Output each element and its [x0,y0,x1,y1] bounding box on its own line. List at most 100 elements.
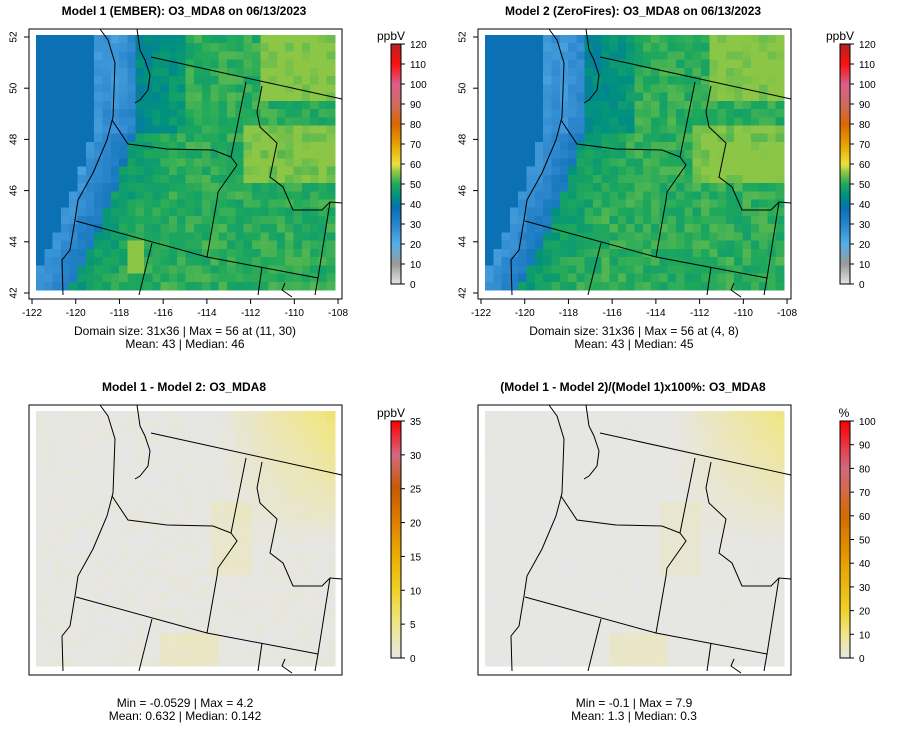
heatmap-cell [700,224,710,233]
heatmap-cell [285,452,294,461]
heatmap-cell [119,224,128,233]
heatmap-cell [667,67,677,77]
heatmap-cell [543,616,552,626]
heatmap-cell [742,616,752,626]
heatmap-cell [709,133,718,143]
heatmap-cell [609,76,619,85]
heatmap-cell [559,542,569,552]
heatmap-cell [509,468,519,478]
heatmap-cell [251,583,261,593]
heatmap-cell [210,109,220,118]
colorbar-swatch [391,200,401,203]
heatmap-cell [634,265,644,274]
heatmap-cell [518,435,527,445]
heatmap-cell [493,567,503,576]
colorbar-swatch [391,92,401,95]
heatmap-cell [152,509,161,519]
heatmap-cell [276,559,286,568]
heatmap-cell [509,476,519,486]
heatmap-cell [69,183,78,192]
heatmap-cell [235,265,245,274]
heatmap-cell [725,67,735,77]
heatmap-cell [168,591,178,601]
heatmap-cell [485,493,494,502]
heatmap-cell [551,100,561,110]
heatmap-cell [251,109,261,118]
heatmap-cell [285,240,294,250]
heatmap-cell [326,435,336,445]
heatmap-cell [692,207,702,217]
heatmap-cell [85,84,95,93]
heatmap-cell [326,76,336,85]
heatmap-cell [77,100,87,110]
heatmap-cell [285,542,294,552]
heatmap-cell [526,240,536,250]
heatmap-cell [85,133,95,143]
heatmap-cell [543,591,552,601]
heatmap-cell [318,51,328,61]
heatmap-cell [734,35,743,44]
heatmap-cell [576,583,586,593]
heatmap-cell [235,534,245,544]
colorbar-swatch [840,116,850,119]
colorbar-swatch [391,575,401,578]
heatmap-cell [318,468,328,478]
heatmap-cell [725,468,735,478]
heatmap-cell [534,509,544,519]
heatmap-cell [742,100,752,110]
heatmap-cell [493,575,503,585]
heatmap-cell [202,207,211,217]
heatmap-cell [243,117,253,126]
heatmap-cell [568,215,577,225]
heatmap-cell [177,567,186,576]
heatmap-cell [526,591,536,601]
heatmap-cell [318,485,328,494]
heatmap-cell [659,125,669,135]
heatmap-cell [185,559,195,568]
heatmap-cell [227,608,236,618]
border-line [75,596,319,655]
heatmap-cell [310,517,319,527]
heatmap-cell [493,166,503,176]
heatmap-cell [168,92,178,102]
heatmap-cell [326,109,336,118]
heatmap-cell [44,158,54,168]
heatmap-cell [185,419,195,428]
heatmap-cell [543,550,552,560]
heatmap-cell [143,419,153,428]
colorbar-swatch [391,553,401,556]
map-panel: Model 1 (EMBER): O3_MDA8 on 06/13/2023-1… [9,4,427,351]
heatmap-cell [318,476,328,486]
heatmap-cell [326,501,336,511]
heatmap-cell [60,435,70,445]
heatmap-cell [160,591,170,601]
heatmap-cell [251,559,261,568]
heatmap-cell [742,427,752,437]
heatmap-cell [592,534,602,544]
heatmap-cell [501,100,511,110]
heatmap-cell [168,517,178,527]
heatmap-cell [268,542,278,552]
heatmap-cell [119,443,128,453]
heatmap-cell [717,509,727,519]
heatmap-cell [235,452,245,461]
heatmap-cell [601,59,610,69]
heatmap-cell [609,633,619,642]
colorbar-swatch [391,505,401,509]
heatmap-cell [77,125,87,135]
heatmap-cell [592,199,602,209]
heatmap-cell [301,109,311,118]
heatmap-cell [609,657,619,667]
heatmap-cell [44,240,54,250]
heatmap-cell [177,608,186,618]
heatmap-cell [160,273,170,283]
heatmap-cell [135,150,145,159]
heatmap-cell [534,575,544,585]
heatmap-cell [592,281,602,291]
heatmap-cell [235,493,245,502]
heatmap-cell [534,600,544,609]
heatmap-cell [36,215,45,225]
heatmap-cell [77,575,87,585]
colorbar-swatch [391,537,401,540]
heatmap-cell [725,92,735,102]
